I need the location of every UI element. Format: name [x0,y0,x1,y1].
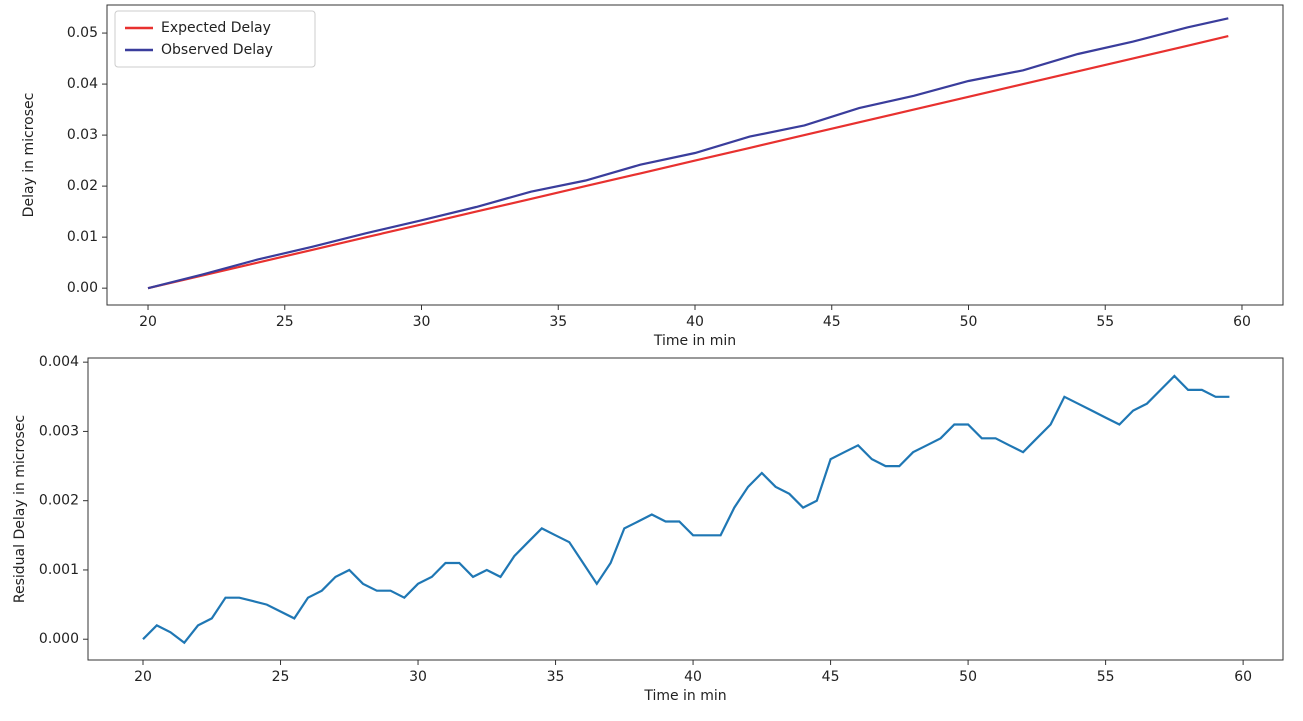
x-tick-label: 50 [960,314,978,330]
y-tick-label: 0.001 [39,562,79,578]
x-tick-label: 35 [549,314,567,330]
x-tick-label: 60 [1234,669,1252,685]
x-tick-label: 50 [959,669,977,685]
x-tick-label: 55 [1096,314,1114,330]
data-line [147,35,1229,290]
y-tick-label: 0.000 [39,631,79,647]
x-axis-label: Time in min [643,688,726,704]
x-tick-label: 25 [276,314,294,330]
x-tick-label: 45 [822,669,840,685]
y-tick-label: 0.05 [67,25,98,41]
x-tick-label: 20 [139,314,157,330]
y-axis-label: Residual Delay in microsec [12,415,28,603]
y-tick-label: 0.002 [39,493,79,509]
x-axis-label: Time in min [653,333,736,349]
x-tick-label: 60 [1233,314,1251,330]
y-tick-label: 0.00 [67,280,98,296]
y-tick-label: 0.004 [39,354,79,370]
y-axis-label: Delay in microsec [21,93,37,218]
legend-label: Observed Delay [161,42,273,58]
y-tick-label: 0.01 [67,229,98,245]
x-tick-label: 30 [409,669,427,685]
x-tick-label: 35 [547,669,565,685]
x-tick-label: 55 [1097,669,1115,685]
legend-label: Expected Delay [161,20,271,36]
x-tick-label: 20 [134,669,152,685]
legend-box [114,10,316,68]
y-tick-label: 0.04 [67,76,98,92]
x-tick-label: 40 [684,669,702,685]
data-line [147,17,1229,290]
data-line [142,374,1230,645]
y-tick-label: 0.003 [39,423,79,439]
plot-area [87,357,1284,661]
x-tick-label: 30 [413,314,431,330]
x-tick-label: 45 [823,314,841,330]
x-tick-label: 40 [686,314,704,330]
y-tick-label: 0.02 [67,178,98,194]
y-tick-label: 0.03 [67,127,98,143]
x-tick-label: 25 [272,669,290,685]
